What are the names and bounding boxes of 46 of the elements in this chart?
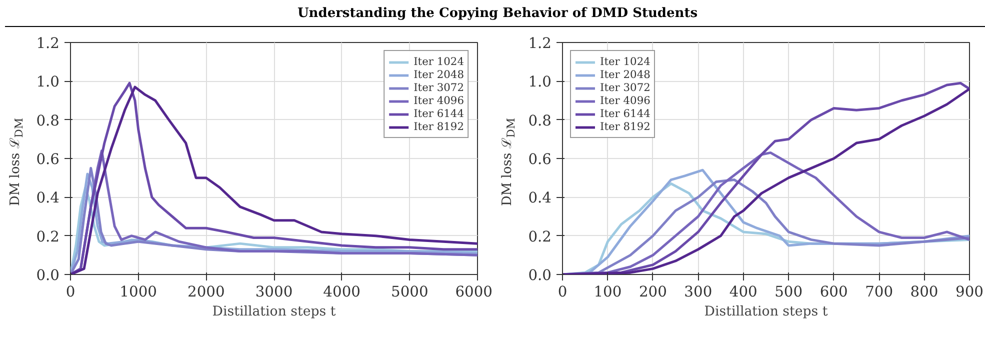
y-tick-label: 1.2	[36, 35, 60, 52]
x-tick-label: 0	[66, 284, 76, 300]
legend-label: Iter 4096	[600, 94, 650, 107]
legend-label: Iter 4096	[414, 94, 464, 107]
legend-label: Iter 8192	[600, 120, 650, 133]
y-tick-label: 1.2	[528, 35, 552, 52]
x-tick-label: 1000	[120, 284, 157, 300]
y-tick-label: 0.0	[528, 267, 552, 284]
x-tick-label: 6000	[455, 284, 493, 300]
text: Understanding the Copying Behavior of DMD Students	[297, 5, 698, 23]
x-tick-label: 600	[820, 284, 848, 300]
legend-label: Iter 2048	[414, 68, 464, 81]
legend-label: Iter 2048	[600, 68, 650, 81]
x-tick-label: 900	[956, 284, 984, 300]
x-tick-label: 300	[684, 284, 712, 300]
y-tick-label: 0.2	[36, 228, 60, 246]
y-tick-label: 1.0	[528, 74, 552, 91]
x-tick-label: 3000	[255, 284, 293, 300]
legend-label: Iter 6144	[414, 107, 464, 120]
legend-label: Iter 3072	[600, 81, 650, 94]
y-tick-label: 0.4	[528, 190, 552, 207]
x-tick-label: 400	[729, 284, 758, 300]
x-tick-label: 100	[594, 284, 622, 300]
x-tick-label: 800	[910, 284, 938, 300]
x-tick-label: 0	[558, 284, 568, 300]
y-tick-label: 0.8	[528, 112, 552, 130]
x-tick-label: 2000	[188, 284, 225, 300]
legend-label: Iter 1024	[600, 55, 650, 68]
x-tick-label: 4000	[323, 284, 360, 300]
legend-label: Iter 8192	[414, 120, 464, 133]
x-axis-title: Distillation steps t	[212, 304, 336, 320]
y-tick-label: 0.8	[36, 112, 60, 130]
y-tick-label: 0.0	[36, 267, 60, 284]
y-tick-label: 1.0	[36, 74, 60, 91]
y-tick-label: 0.4	[36, 190, 60, 207]
y-tick-label: 0.2	[528, 228, 552, 246]
y-tick-label: 0.6	[36, 151, 60, 168]
legend-label: Iter 1024	[414, 55, 464, 68]
legend-label: Iter 3072	[414, 81, 464, 94]
y-tick-label: 0.6	[528, 151, 552, 168]
x-tick-label: 500	[774, 284, 803, 300]
x-tick-label: 200	[638, 284, 667, 300]
x-tick-label: 5000	[391, 284, 428, 300]
x-tick-label: 700	[865, 284, 894, 300]
x-axis-title: Distillation steps t	[704, 304, 828, 320]
legend-label: Iter 6144	[600, 107, 650, 120]
